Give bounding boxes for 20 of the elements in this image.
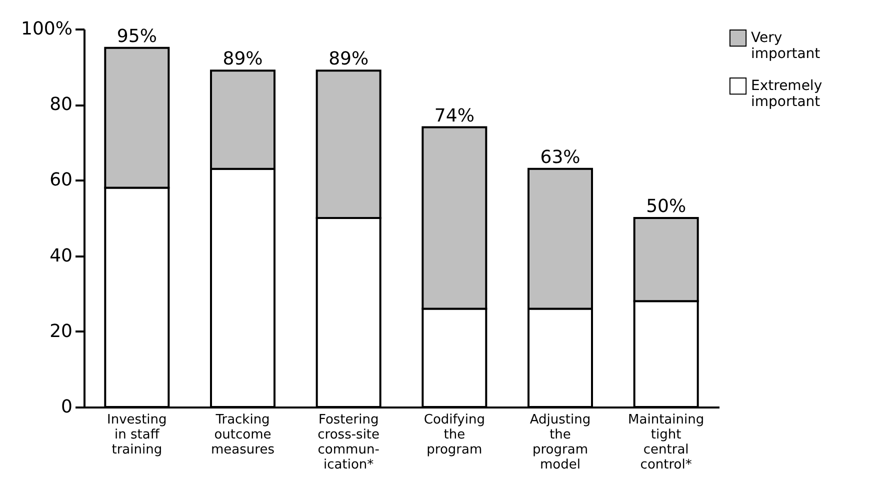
total-label: 50% — [646, 196, 686, 217]
total-label: 95% — [116, 26, 157, 47]
x-tick-label: Tracking outcome measures — [211, 412, 275, 458]
total-label: 89% — [328, 48, 369, 70]
y-tick-label: 80 — [50, 94, 72, 116]
total-label: 89% — [222, 48, 263, 70]
x-tick-label: Adjusting the program model — [530, 412, 591, 472]
y-tick-label: 60 — [50, 170, 72, 191]
total-label: 74% — [434, 105, 474, 126]
y-tick-label: 100% — [21, 18, 72, 40]
x-tick-label: Investing in staff training — [107, 412, 167, 458]
x-tick-label: Fostering cross-site commun- ication* — [318, 412, 380, 472]
legend-label: Very important — [751, 30, 821, 62]
x-tick-label: Maintaining tight central control* — [628, 412, 704, 472]
x-tick-label: Codifying the program — [424, 412, 485, 458]
y-tick-label: 40 — [50, 245, 72, 266]
legend-label: Extremely important — [751, 78, 822, 110]
y-tick-label: 0 — [61, 396, 72, 418]
total-label: 63% — [540, 146, 580, 168]
y-tick-label: 20 — [50, 320, 72, 342]
